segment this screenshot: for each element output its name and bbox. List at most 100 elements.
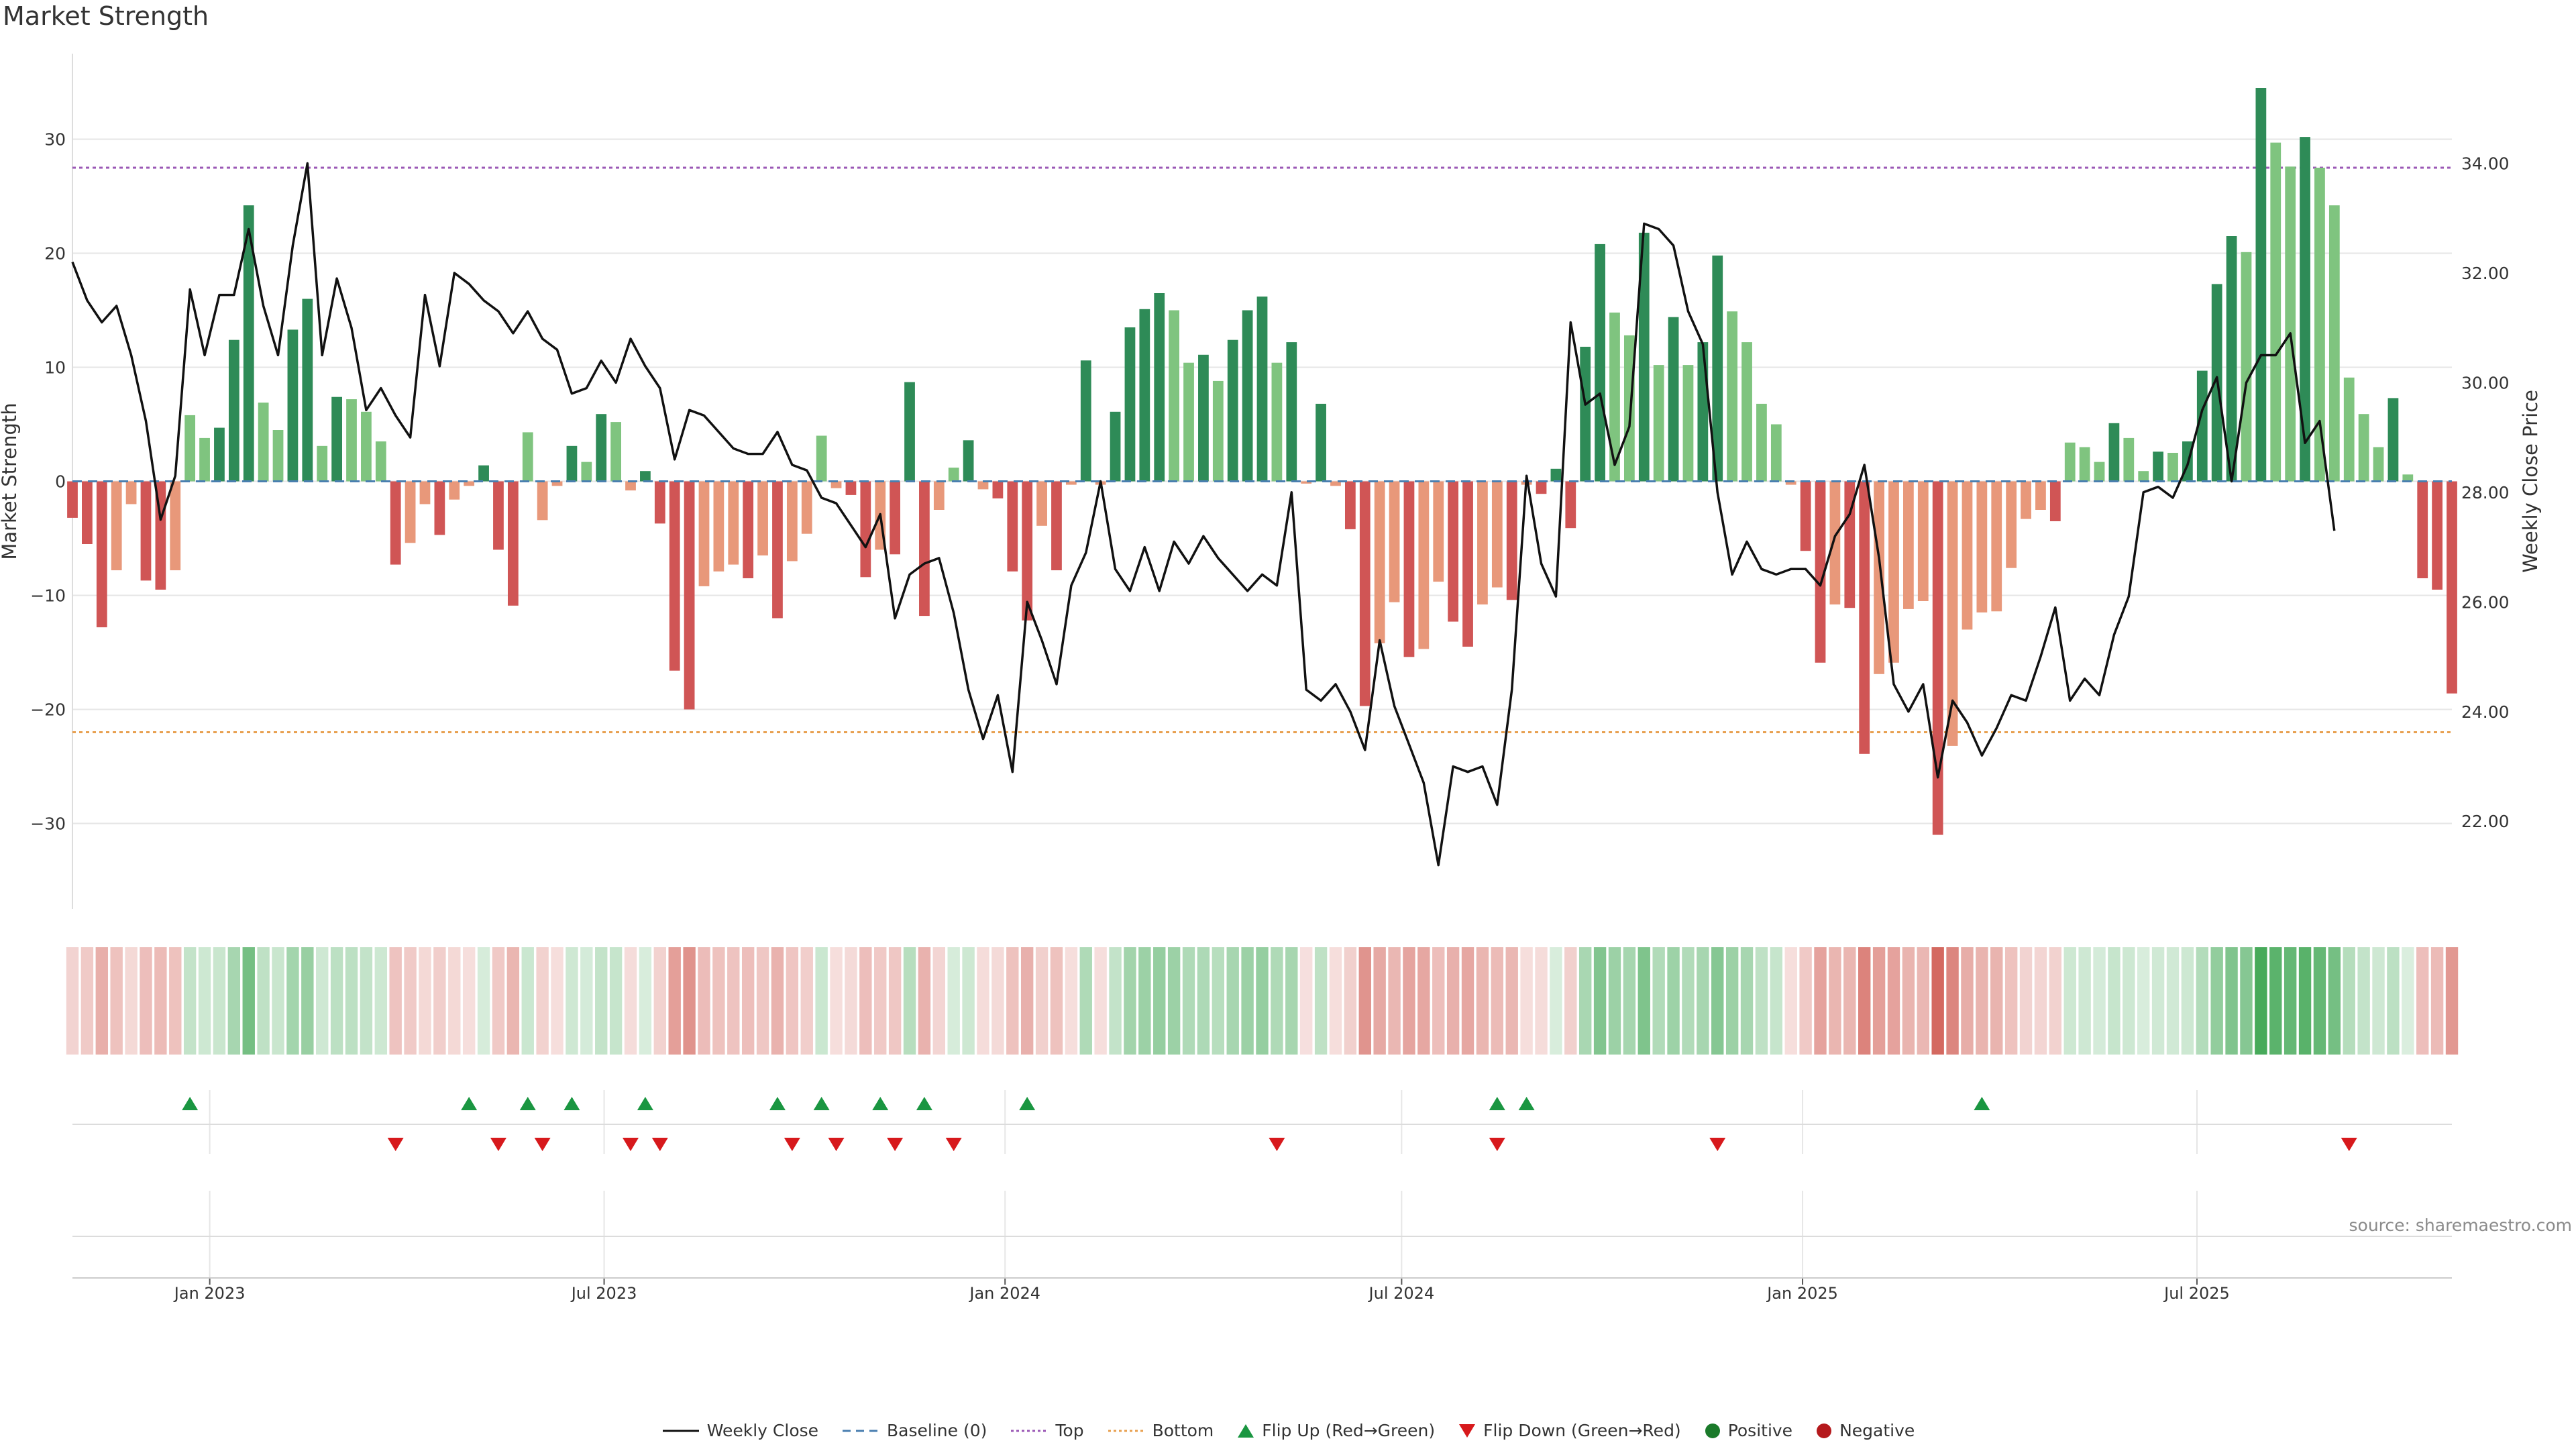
heat-cell	[536, 947, 549, 1055]
heat-cell	[2255, 947, 2267, 1055]
legend-label: Top	[1055, 1421, 1084, 1440]
strength-bar	[2343, 377, 2355, 482]
heat-cell	[1799, 947, 1812, 1055]
heat-cell	[2063, 947, 2076, 1055]
legend-label: Negative	[1839, 1421, 1915, 1440]
heat-cell	[1784, 947, 1797, 1055]
heat-cell	[653, 947, 666, 1055]
strength-bar	[1051, 481, 1062, 571]
strength-bar	[1932, 481, 1943, 835]
weekly-close-line	[71, 162, 2336, 867]
heat-cell	[1212, 947, 1225, 1055]
heat-cell	[1314, 947, 1328, 1055]
heat-cell	[419, 947, 431, 1055]
flip-down-marker	[784, 1138, 800, 1151]
strength-bar	[1623, 335, 1635, 482]
strength-bar	[2432, 481, 2443, 590]
heat-cell	[1285, 947, 1298, 1055]
strength-bar	[2006, 481, 2017, 568]
heat-cell	[1138, 947, 1151, 1055]
strength-bar	[2021, 481, 2031, 519]
strength-bar	[1874, 481, 1884, 674]
y-tick-label: 0	[55, 472, 66, 492]
heat-cell	[316, 947, 329, 1055]
heat-cell	[1403, 947, 1415, 1055]
heat-cell	[1990, 947, 2003, 1055]
strength-bar	[478, 465, 489, 482]
heat-cell	[2372, 947, 2385, 1055]
y-tick-label: 30	[44, 130, 66, 150]
heat-cell	[2445, 947, 2459, 1055]
heat-cell	[2298, 947, 2312, 1055]
heat-cell	[374, 947, 387, 1055]
heat-cell	[1843, 947, 1856, 1055]
heat-cell	[227, 947, 241, 1055]
y2-tick-label: 32.00	[2461, 264, 2510, 283]
heat-cell	[741, 947, 755, 1055]
strength-bar	[845, 481, 857, 495]
strength-bar	[1962, 481, 1973, 630]
y2-tick-label: 30.00	[2461, 373, 2510, 392]
strength-bar	[1344, 481, 1356, 529]
heat-cell	[756, 947, 769, 1055]
y2-tick-label: 24.00	[2461, 702, 2510, 722]
dashed-line-swatch-icon	[843, 1430, 879, 1432]
strength-bar	[1536, 481, 1547, 494]
heat-cell	[727, 947, 740, 1055]
strength-bar	[1198, 354, 1209, 482]
strength-bar	[2094, 462, 2105, 482]
heat-cell	[2416, 947, 2429, 1055]
heat-cell	[668, 947, 681, 1055]
y-tick-label: 20	[44, 244, 66, 264]
strength-bar	[361, 411, 372, 482]
flip-up-marker	[182, 1097, 199, 1110]
heat-cell	[433, 947, 446, 1055]
heat-cell	[492, 947, 505, 1055]
strength-bar	[1609, 312, 1620, 482]
strength-bar	[2387, 398, 2399, 482]
heat-cell	[1358, 947, 1371, 1055]
strength-bar	[1565, 481, 1576, 529]
strength-bar	[2447, 481, 2457, 694]
heat-cell	[551, 947, 564, 1055]
heat-cell	[301, 947, 314, 1055]
heat-cell	[1917, 947, 1929, 1055]
strength-bar	[816, 435, 827, 482]
heat-cell	[448, 947, 461, 1055]
heat-cell	[918, 947, 931, 1055]
heat-cell	[1299, 947, 1313, 1055]
strength-bar	[170, 481, 181, 571]
strength-bar	[2153, 451, 2163, 482]
heat-cell	[2210, 947, 2223, 1055]
strength-bar	[830, 481, 842, 488]
strength-bar	[2314, 168, 2325, 482]
strength-bar	[698, 481, 710, 586]
legend-positive: Positive	[1704, 1421, 1792, 1440]
flip-down-marker	[534, 1138, 551, 1151]
heat-cell	[1476, 947, 1489, 1055]
strength-bar	[2402, 474, 2414, 482]
flip-down-marker	[887, 1138, 904, 1151]
flip-down-marker	[1269, 1138, 1285, 1151]
y2-tick-label: 28.00	[2461, 483, 2510, 502]
heat-cell	[1976, 947, 1988, 1055]
heat-cell	[2151, 947, 2165, 1055]
x-tick-label: Jan 2024	[968, 1284, 1040, 1303]
heat-cell	[815, 947, 828, 1055]
strength-bar	[1271, 362, 1283, 482]
strength-bar	[82, 481, 93, 544]
strength-bar	[419, 481, 431, 504]
y2-tick-label: 34.00	[2461, 154, 2510, 173]
legend-top: Top	[1010, 1421, 1084, 1440]
heat-cell	[2387, 947, 2400, 1055]
heat-cell	[874, 947, 887, 1055]
heat-cell	[859, 947, 872, 1055]
x-tick-label: Jul 2024	[1368, 1284, 1435, 1303]
heat-cell	[580, 947, 593, 1055]
heat-cell	[683, 947, 696, 1055]
strength-bar	[96, 481, 107, 628]
heat-cell	[903, 947, 916, 1055]
heat-cell	[1432, 947, 1445, 1055]
heat-cell	[1564, 947, 1577, 1055]
heat-cell	[2123, 947, 2135, 1055]
